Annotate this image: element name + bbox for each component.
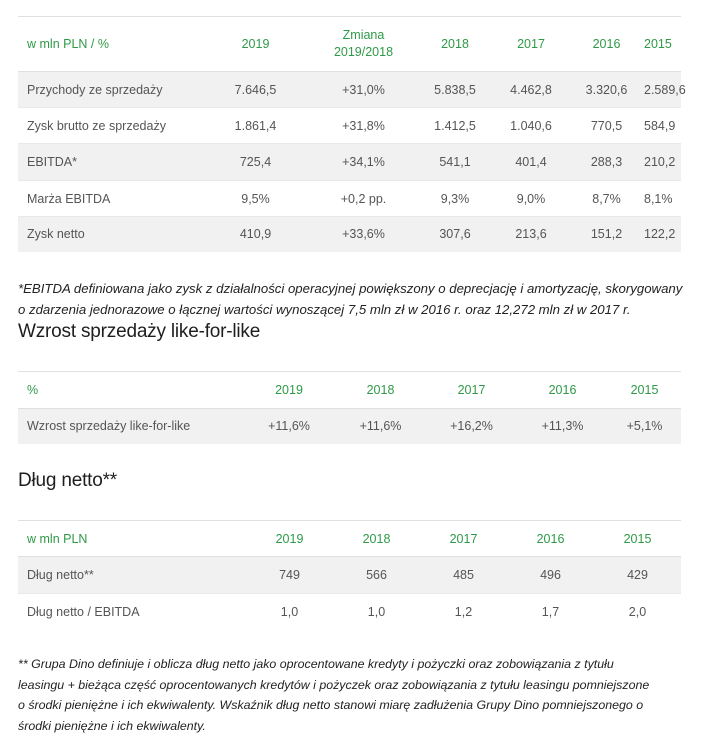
cell: 1.861,4	[234, 118, 277, 133]
cell: 3.320,6	[585, 82, 628, 97]
cell: 307,6	[439, 227, 471, 242]
cell: 4.462,8	[510, 82, 552, 97]
cell: 1,0	[367, 604, 386, 619]
table-header-row: % 2019 2018 2017 2016 2015	[18, 371, 681, 409]
cell: 485	[453, 568, 474, 582]
cell: 1,0	[280, 604, 299, 619]
cell: 410,9	[239, 227, 272, 242]
cell: 496	[540, 568, 561, 582]
cell: +11,3%	[541, 419, 584, 434]
header-cell: 2017	[517, 37, 545, 51]
table-header-row: w mln PLN / % 2019 Zmiana 2019/2018 2018…	[18, 16, 681, 72]
table-row: Marża EBITDA 9,5% +0,2 pp. 9,3% 9,0% 8,7…	[18, 181, 681, 217]
cell: 210,2	[644, 155, 676, 169]
table-row: Dług netto / EBITDA 1,0 1,0 1,2 1,7 2,0	[18, 594, 681, 630]
row-label: Dług netto**	[27, 568, 94, 582]
row-label: Wzrost sprzedaży like-for-like	[27, 419, 191, 434]
cell: 1.040,6	[510, 118, 552, 133]
cell: 122,2	[644, 227, 676, 242]
cell: 8,7%	[592, 191, 621, 206]
cell: 749	[279, 568, 300, 582]
cell: 7.646,5	[234, 82, 277, 97]
table-row: Przychody ze sprzedaży 7.646,5 +31,0% 5.…	[18, 71, 686, 108]
header-cell: %	[27, 383, 39, 397]
header-cell: 2017	[449, 531, 478, 546]
cell: 1,7	[541, 604, 560, 619]
header-cell: 2017	[457, 383, 486, 397]
row-label: Dług netto / EBITDA	[27, 604, 140, 619]
header-cell: 2015	[623, 531, 652, 546]
row-label: EBITDA*	[27, 155, 78, 169]
cell: 9,3%	[440, 191, 470, 206]
header-cell: 2015	[644, 37, 672, 51]
cell: 8,1%	[644, 191, 673, 206]
cell: 2.589,6	[644, 82, 686, 97]
cell: 213,6	[515, 227, 547, 242]
header-cell: 2019	[275, 383, 303, 397]
row-label: Zysk netto	[27, 227, 85, 242]
net-debt-table: w mln PLN 2019 2018 2017 2016 2015 Dług …	[18, 520, 681, 630]
header-cell: 2019	[241, 37, 270, 51]
net-debt-heading: Dług netto**	[18, 470, 118, 491]
cell: +5,1%	[626, 419, 663, 434]
cell: 5.838,5	[434, 82, 476, 97]
cell: +31,0%	[342, 82, 385, 97]
cell: 429	[627, 568, 648, 582]
row-label: Przychody ze sprzedaży	[27, 82, 163, 97]
cell: 151,2	[590, 227, 623, 242]
header-cell: 2015	[630, 383, 659, 397]
cell: +16,2%	[450, 419, 493, 434]
header-cell: 2016	[592, 37, 621, 51]
header-cell: w mln PLN	[27, 531, 88, 546]
cell: +31,8%	[342, 118, 385, 133]
table-row: Dług netto** 749 566 485 496 429	[18, 556, 681, 594]
cell: +11,6%	[359, 419, 402, 434]
lfl-heading: Wzrost sprzedaży like-for-like	[18, 321, 261, 342]
cell: 2,0	[628, 604, 647, 619]
row-label: Marża EBITDA	[27, 191, 111, 206]
lfl-section: % 2019 2018 2017 2016 2015 Wzrost sprzed…	[18, 371, 681, 444]
cell: 288,3	[590, 155, 623, 169]
table-row: Zysk brutto ze sprzedaży 1.861,4 +31,8% …	[18, 108, 681, 144]
cell: +0,2 pp.	[340, 191, 387, 206]
cell: +33,6%	[342, 227, 385, 242]
cell: 770,5	[590, 118, 623, 133]
cell: 725,4	[239, 155, 272, 169]
lfl-table: % 2019 2018 2017 2016 2015 Wzrost sprzed…	[18, 371, 681, 444]
header-cell: 2016	[548, 383, 577, 397]
header-cell: Zmiana 2019/2018	[333, 28, 394, 59]
net-debt-section: w mln PLN 2019 2018 2017 2016 2015 Dług …	[18, 520, 681, 630]
financial-results-table: w mln PLN / % 2019 Zmiana 2019/2018 2018…	[18, 16, 686, 252]
table-header-row: w mln PLN 2019 2018 2017 2016 2015	[18, 520, 681, 557]
cell: 584,9	[644, 118, 676, 133]
cell: +34,1%	[342, 155, 385, 169]
net-debt-footnote: ** Grupa Dino definiuje i oblicza dług n…	[18, 657, 650, 733]
cell: 9,0%	[516, 191, 546, 206]
header-cell: 2018	[366, 383, 395, 397]
financial-results-section: w mln PLN / % 2019 Zmiana 2019/2018 2018…	[18, 16, 686, 252]
row-label: Zysk brutto ze sprzedaży	[27, 118, 166, 133]
header-cell: 2018	[362, 531, 391, 546]
cell: 541,1	[439, 155, 471, 169]
ebitda-footnote: *EBITDA definiowana jako zysk z działaln…	[18, 281, 683, 317]
header-cell: w mln PLN / %	[27, 37, 109, 51]
table-row: Zysk netto 410,9 +33,6% 307,6 213,6 151,…	[18, 216, 681, 252]
cell: 1,2	[454, 604, 473, 619]
cell: 566	[366, 568, 387, 582]
cell: +11,6%	[268, 419, 310, 434]
cell: 9,5%	[241, 191, 270, 206]
table-row: Wzrost sprzedaży like-for-like +11,6% +1…	[18, 408, 681, 444]
header-cell: 2016	[536, 531, 565, 546]
cell: 401,4	[515, 155, 547, 169]
table-row: EBITDA* 725,4 +34,1% 541,1 401,4 288,3 2…	[18, 143, 681, 181]
header-cell: 2018	[441, 37, 469, 51]
header-cell: 2019	[275, 531, 304, 546]
cell: 1.412,5	[434, 118, 476, 133]
